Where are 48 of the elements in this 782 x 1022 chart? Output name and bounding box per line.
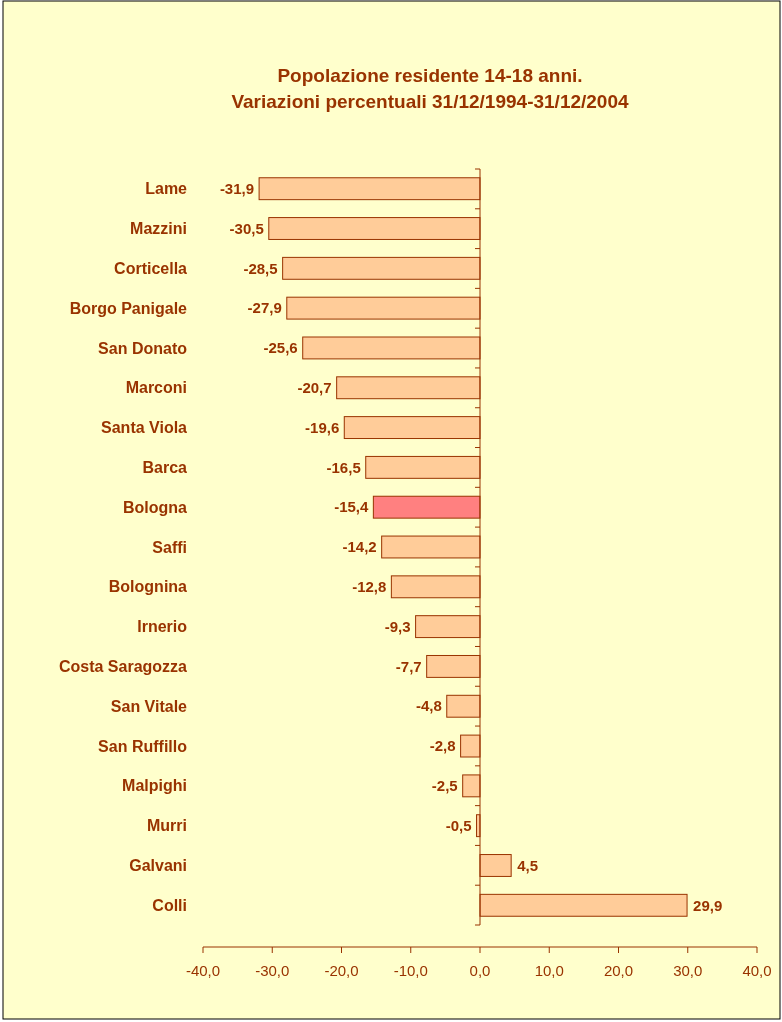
x-tick-label: 40,0: [742, 962, 772, 979]
data-label: -27,9: [247, 299, 282, 317]
data-label: -25,6: [263, 339, 298, 357]
data-label: 29,9: [693, 896, 723, 914]
data-label: -4,8: [415, 697, 442, 715]
data-label: -2,8: [429, 737, 456, 755]
y-tick-label: Bologna: [123, 498, 188, 516]
data-label: -7,7: [395, 657, 422, 675]
data-label: -30,5: [229, 219, 264, 237]
chart-title: Popolazione residente 14-18 anni. Variazioni percentuali 31/12/1994-31/12/2004: [231, 65, 629, 112]
data-label: -19,6: [305, 418, 340, 436]
data-label: -28,5: [243, 259, 278, 277]
y-tick-label: San Ruffillo: [98, 737, 188, 755]
y-tick-label: Irnerio: [137, 618, 188, 636]
y-tick-label: Mazzini: [130, 220, 187, 238]
x-tick-label: 10,0: [534, 962, 564, 979]
y-tick-label: Marconi: [125, 379, 187, 397]
x-tick-label: -10,0: [393, 962, 428, 979]
y-tick-label: Saffi: [152, 538, 187, 556]
data-label: -12,8: [352, 578, 387, 596]
data-label: -16,5: [326, 458, 361, 476]
data-label: -20,7: [297, 379, 332, 397]
data-label: -31,9: [219, 179, 255, 197]
y-tick-label: Corticella: [114, 259, 188, 277]
y-tick-label: Galvani: [129, 857, 187, 875]
y-tick-label: Borgo Panigale: [69, 299, 188, 317]
x-tick-label: -20,0: [324, 962, 359, 979]
x-tick-label: 20,0: [603, 962, 634, 979]
data-label: -15,4: [334, 498, 369, 516]
y-tick-label: Bolognina: [108, 578, 188, 596]
x-tick-label: -40,0: [185, 962, 221, 979]
data-label: 4,5: [517, 856, 539, 874]
data-label: -14,2: [342, 538, 377, 556]
y-tick-label: Malpighi: [122, 777, 187, 795]
y-tick-label: Murri: [147, 817, 187, 835]
y-tick-label: San Vitale: [110, 697, 188, 715]
data-label: -0,5: [445, 816, 472, 834]
x-tick-label: 30,0: [673, 962, 703, 979]
y-tick-label: Colli: [152, 896, 187, 914]
data-label: -9,3: [384, 617, 411, 635]
y-tick-label: Barca: [142, 458, 188, 476]
x-tick-label: 0,0: [469, 962, 491, 979]
x-tick-label: -30,0: [255, 962, 290, 979]
y-tick-label: Costa Saragozza: [58, 658, 188, 676]
y-tick-label: San Donato: [98, 339, 188, 357]
y-tick-label: Santa Viola: [101, 419, 188, 437]
data-label: -2,5: [431, 777, 458, 795]
y-tick-label: Lame: [145, 180, 188, 198]
